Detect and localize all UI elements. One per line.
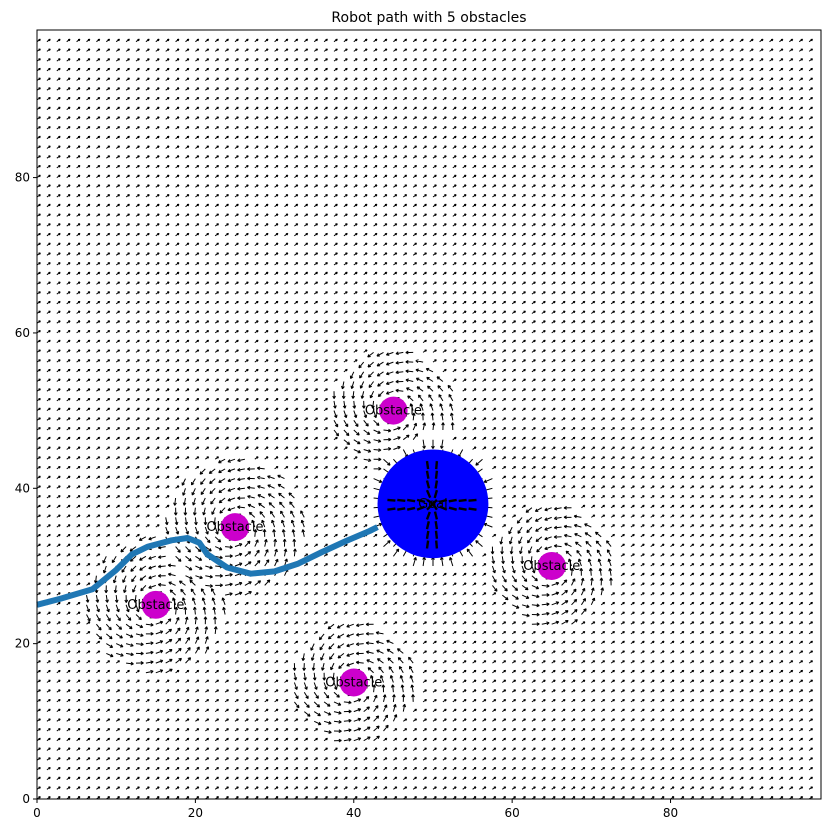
obstacle-label: Obstacle bbox=[325, 675, 382, 690]
quiver-arrows bbox=[36, 38, 814, 800]
axes: 0 20 40 60 80 0 20 40 60 80 bbox=[15, 171, 678, 820]
x-tick-label: 60 bbox=[505, 806, 520, 820]
y-tick-label: 0 bbox=[22, 792, 30, 806]
goal-label: Goal bbox=[418, 497, 448, 512]
y-tick-label: 60 bbox=[15, 326, 30, 340]
obstacle-3: Obstacle bbox=[523, 551, 580, 580]
obstacle-marker bbox=[339, 668, 369, 697]
robot-path-layer bbox=[36, 524, 379, 608]
obstacle-1: Obstacle bbox=[206, 513, 264, 542]
chart-title: Robot path with 5 obstacles bbox=[331, 10, 526, 26]
x-tick-label: 40 bbox=[346, 806, 361, 820]
goal-arrows bbox=[387, 460, 477, 549]
obstacle-label: Obstacle bbox=[206, 520, 263, 535]
y-tick-label: 20 bbox=[15, 637, 30, 651]
obstacle-label: Obstacle bbox=[127, 598, 184, 613]
x-tick-label: 0 bbox=[33, 806, 41, 820]
x-tick-label: 20 bbox=[188, 806, 203, 820]
y-tick-label: 80 bbox=[15, 171, 30, 185]
obstacle-4: Obstacle bbox=[127, 590, 184, 619]
goal-layer: Goal bbox=[377, 449, 489, 559]
plot-frame bbox=[36, 29, 822, 800]
obstacles-layer: Obstacle Obstacle Obstacle Obstacle Obstacle bbox=[127, 396, 580, 697]
x-tick-label: 80 bbox=[663, 806, 678, 820]
obstacle-marker bbox=[537, 551, 567, 580]
obstacle-marker bbox=[141, 590, 171, 619]
robot-path-line bbox=[36, 524, 379, 608]
quiver-field bbox=[36, 38, 814, 800]
obstacle-2: Obstacle bbox=[365, 396, 422, 425]
obstacle-label: Obstacle bbox=[523, 559, 580, 574]
obstacle-5: Obstacle bbox=[325, 668, 382, 697]
obstacle-marker bbox=[379, 396, 408, 425]
goal: Goal bbox=[377, 449, 489, 559]
obstacle-label: Obstacle bbox=[365, 404, 422, 419]
y-tick-label: 40 bbox=[15, 481, 30, 495]
obstacle-marker bbox=[220, 513, 250, 542]
